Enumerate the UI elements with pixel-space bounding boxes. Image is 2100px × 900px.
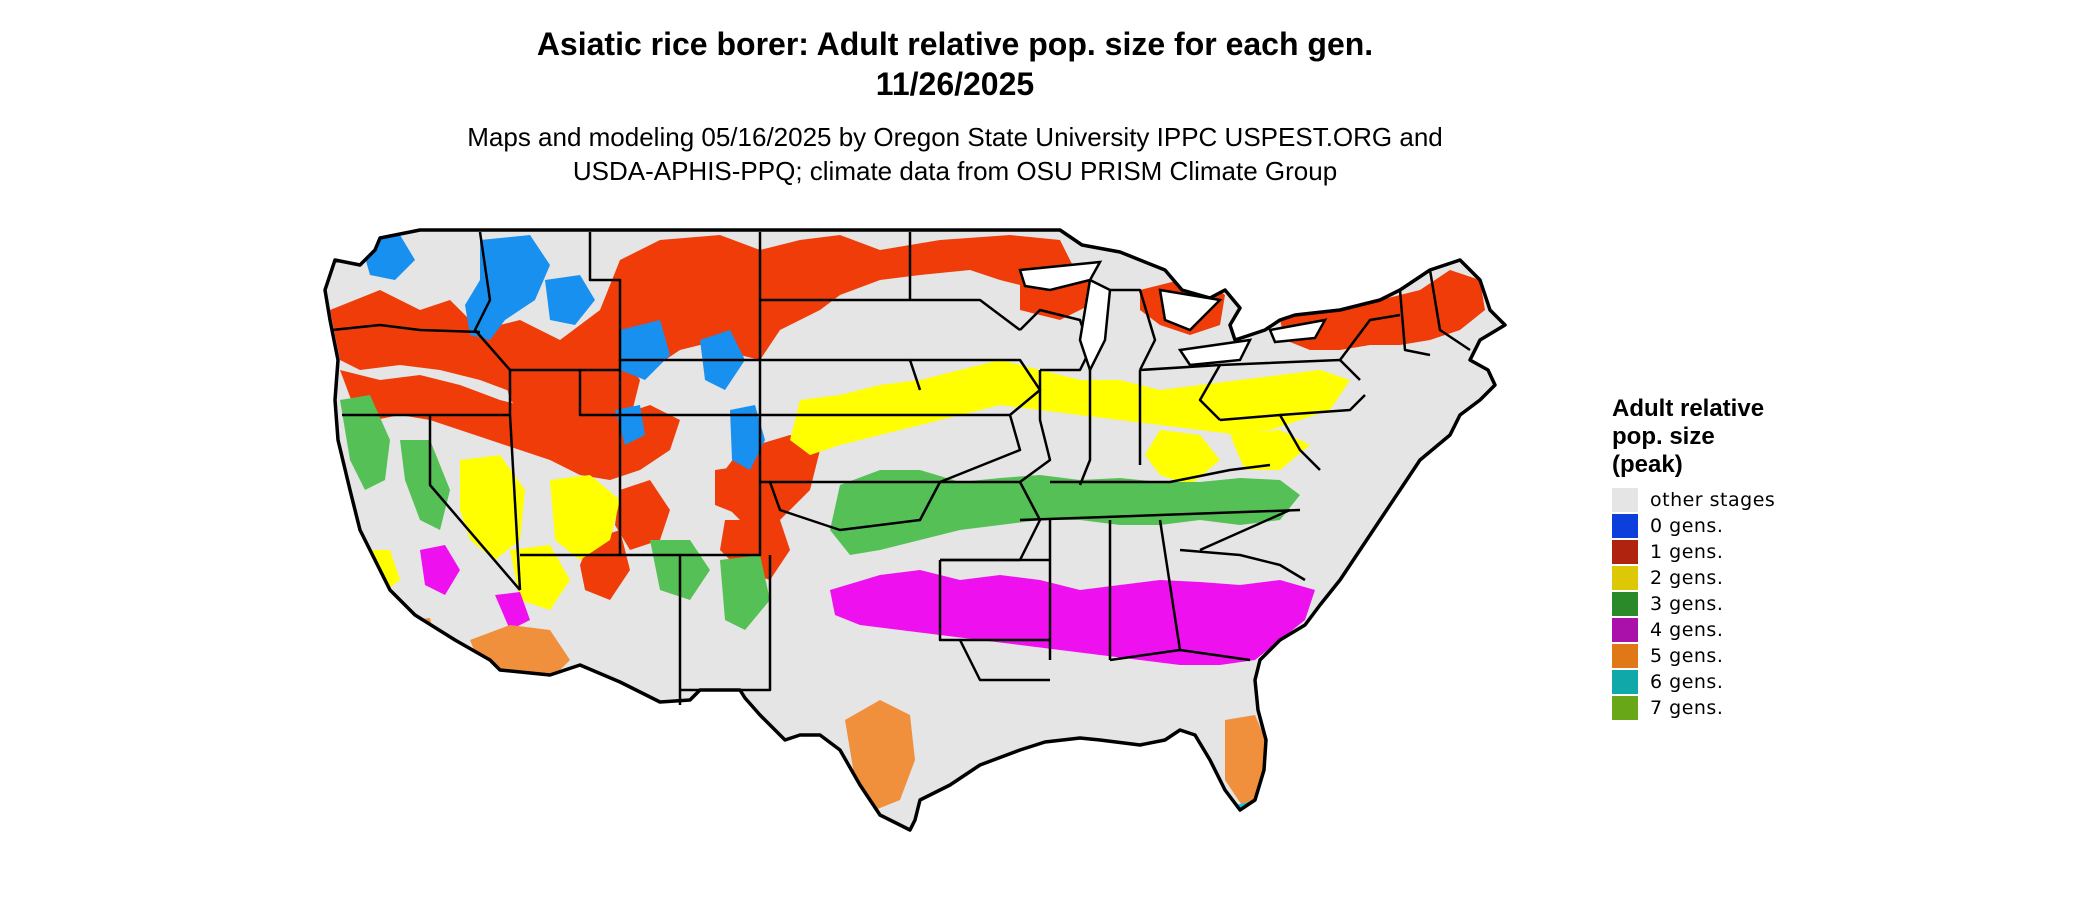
legend-label: 6 gens. <box>1650 671 1724 693</box>
legend-swatch <box>1612 670 1638 694</box>
us-generations-map <box>323 228 1507 832</box>
subtitle-line1: Maps and modeling 05/16/2025 by Oregon S… <box>467 122 1443 152</box>
legend-title-line1: Adult relative <box>1612 395 1765 422</box>
map-title-line2: 11/26/2025 <box>875 66 1035 102</box>
legend-label: other stages <box>1650 489 1776 511</box>
legend-label: 3 gens. <box>1650 593 1724 615</box>
legend-swatch <box>1612 618 1638 642</box>
legend-item: other stages <box>1612 487 1912 513</box>
legend-title-line2: pop. size <box>1612 423 1715 450</box>
legend-label: 0 gens. <box>1650 515 1724 537</box>
zone-4-gen <box>420 545 1315 665</box>
legend-swatch <box>1612 644 1638 668</box>
legend-item: 1 gens. <box>1612 539 1912 565</box>
subtitle-line2: USDA-APHIS-PPQ; climate data from OSU PR… <box>572 156 1338 186</box>
legend-swatch <box>1612 696 1638 720</box>
legend-label: 2 gens. <box>1650 567 1724 589</box>
state-borders <box>331 231 1471 705</box>
legend-swatch <box>1612 540 1638 564</box>
legend-items: other stages 0 gens. 1 gens. 2 gens. 3 gens.… <box>1612 487 1912 721</box>
legend-label: 5 gens. <box>1650 645 1724 667</box>
map-subtitle: Maps and modeling 05/16/2025 by Oregon S… <box>0 120 1910 188</box>
map-title-line1: Asiatic rice borer: Adult relative pop. … <box>536 26 1374 62</box>
legend-label: 7 gens. <box>1650 697 1724 719</box>
legend-swatch <box>1612 514 1638 538</box>
legend-label: 4 gens. <box>1650 619 1724 641</box>
legend-item: 7 gens. <box>1612 695 1912 721</box>
legend-item: 6 gens. <box>1612 669 1912 695</box>
legend-item: 3 gens. <box>1612 591 1912 617</box>
legend-label: 1 gens. <box>1650 541 1724 563</box>
legend-swatch <box>1612 592 1638 616</box>
legend-title-line3: (peak) <box>1612 451 1683 478</box>
great-lakes <box>1018 260 1328 374</box>
legend-item: 4 gens. <box>1612 617 1912 643</box>
legend-item: 5 gens. <box>1612 643 1912 669</box>
legend-swatch <box>1612 488 1638 512</box>
legend-item: 0 gens. <box>1612 513 1912 539</box>
zone-2-gen <box>360 360 1350 610</box>
legend: Adult relative pop. size (peak) other st… <box>1612 395 1912 721</box>
title-block: Asiatic rice borer: Adult relative pop. … <box>0 24 1910 188</box>
us-outline <box>323 228 1507 832</box>
legend-swatch <box>1612 566 1638 590</box>
legend-title: Adult relative pop. size (peak) <box>1612 395 1912 479</box>
legend-item: 2 gens. <box>1612 565 1912 591</box>
